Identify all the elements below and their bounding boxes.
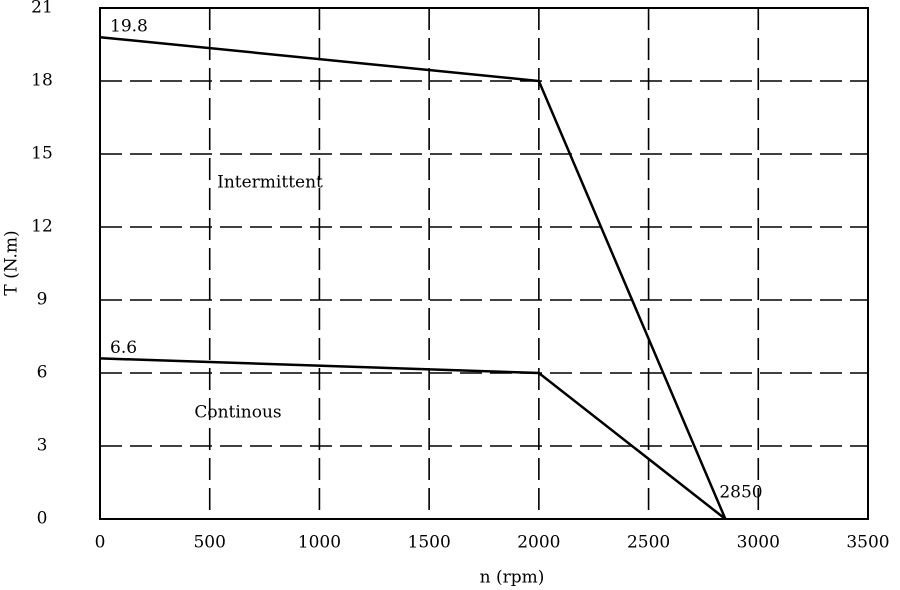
x-tick-label: 3500 (846, 533, 889, 553)
x-tick-label: 1500 (408, 533, 451, 553)
plot-frame (99, 7, 869, 520)
x-tick-label: 500 (193, 533, 225, 553)
y-axis-label: T (N.m) (2, 230, 22, 295)
y-tick-label: 0 (37, 509, 48, 529)
x-tick-label: 1000 (298, 533, 341, 553)
x-axis-label: n (rpm) (480, 568, 545, 588)
data-label: 19.8 (110, 17, 148, 37)
region-label: Intermittent (217, 173, 323, 193)
y-tick-label: 3 (37, 436, 48, 456)
y-tick-label: 15 (31, 144, 53, 164)
y-tick-label: 6 (37, 363, 48, 383)
data-label: 6.6 (110, 338, 137, 358)
y-tick-label: 9 (37, 290, 48, 310)
x-tick-label: 3000 (737, 533, 780, 553)
series-line (99, 357, 727, 520)
y-tick-label: 21 (31, 0, 53, 18)
y-tick-label: 12 (31, 217, 53, 237)
x-tick-label: 0 (95, 533, 106, 553)
x-tick-label: 2000 (517, 533, 560, 553)
region-label: Continous (194, 403, 281, 423)
data-label: 2850 (719, 483, 762, 503)
y-tick-label: 18 (31, 71, 53, 91)
x-tick-label: 2500 (627, 533, 670, 553)
series-line (99, 35, 727, 520)
